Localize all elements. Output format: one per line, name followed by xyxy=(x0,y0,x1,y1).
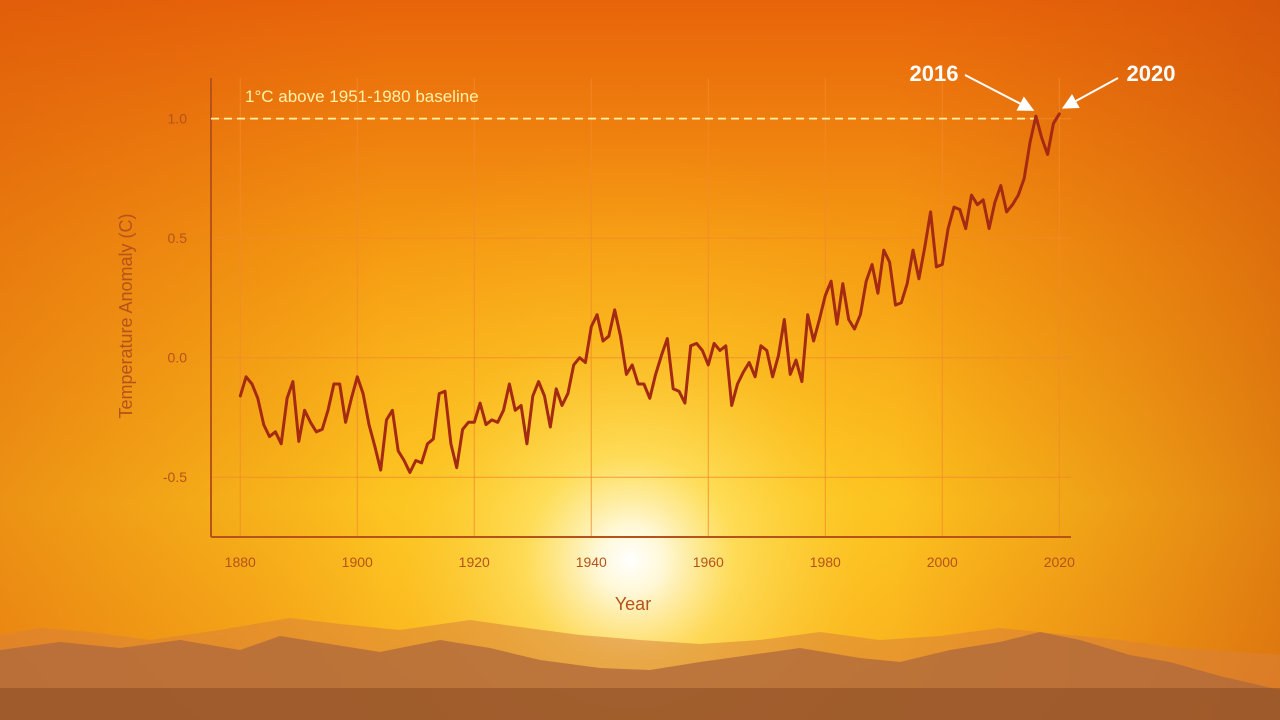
x-tick-label-2000: 2000 xyxy=(927,554,958,570)
callout-arrow-2016 xyxy=(964,74,1035,112)
callout-2016: 2016 xyxy=(910,61,959,86)
series-line xyxy=(238,112,1061,474)
grid xyxy=(211,78,1071,537)
x-tick-label-2020: 2020 xyxy=(1044,554,1075,570)
baseline-label: 1°C above 1951-1980 baseline xyxy=(245,87,479,106)
y-tick-label-0.0: 0.0 xyxy=(168,350,188,366)
axes xyxy=(210,78,1071,538)
series xyxy=(238,112,1061,474)
x-tick-label-1980: 1980 xyxy=(810,554,841,570)
tick-labels: 1880 1900 1920 1940 1960 1980 2000 2020 1.0 0.5 0.… xyxy=(163,111,1075,570)
ground-haze xyxy=(0,688,1280,720)
x-tick-label-1920: 1920 xyxy=(459,554,490,570)
y-axis-title: Temperature Anomaly (C) xyxy=(116,213,136,418)
x-tick-label-1940: 1940 xyxy=(576,554,607,570)
x-tick-label-1900: 1900 xyxy=(342,554,373,570)
callout-2020: 2020 xyxy=(1127,61,1176,86)
y-tick-label-0.5: 0.5 xyxy=(168,230,188,246)
callout-arrow-2020 xyxy=(1061,77,1119,109)
y-tick-label--0.5: -0.5 xyxy=(163,469,187,485)
y-tick-label-1.0: 1.0 xyxy=(168,111,188,127)
x-tick-label-1960: 1960 xyxy=(693,554,724,570)
callouts: 2016 2020 xyxy=(910,61,1176,112)
x-axis-title: Year xyxy=(615,594,651,614)
x-tick-label-1880: 1880 xyxy=(225,554,256,570)
